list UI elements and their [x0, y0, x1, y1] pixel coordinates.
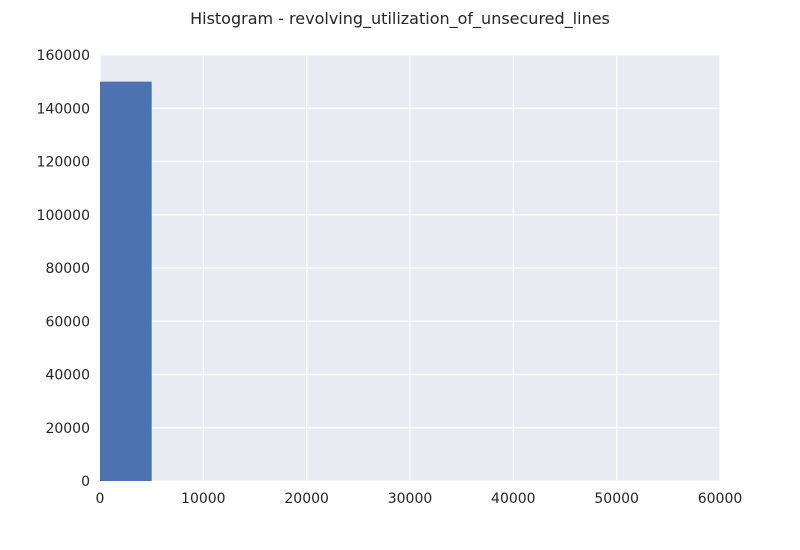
x-tick-label-2: 20000 [284, 491, 329, 507]
y-tick-label-3: 60000 [45, 314, 90, 330]
x-tick-label-0: 0 [96, 491, 105, 507]
y-tick-label-2: 40000 [45, 368, 90, 384]
y-tick-label-7: 140000 [37, 101, 90, 117]
y-tick-label-8: 160000 [37, 48, 90, 64]
histogram-bars [100, 81, 152, 481]
y-axis-ticks: 0 20000 40000 60000 80000 100000 120000 140000 1… [37, 48, 90, 490]
y-tick-label-4: 80000 [45, 261, 90, 277]
chart-title: Histogram - revolving_utilization_of_uns… [190, 9, 610, 29]
x-tick-label-5: 50000 [594, 491, 639, 507]
histogram-bar-0 [100, 81, 152, 481]
y-tick-label-5: 100000 [37, 208, 90, 224]
x-axis-ticks: 0 10000 20000 30000 40000 50000 60000 [96, 491, 743, 507]
grid-lines [99, 54, 721, 482]
x-tick-label-1: 10000 [181, 491, 226, 507]
x-tick-label-4: 40000 [491, 491, 536, 507]
x-tick-label-3: 30000 [388, 491, 433, 507]
y-tick-label-6: 120000 [37, 155, 90, 171]
x-tick-label-6: 60000 [698, 491, 743, 507]
y-tick-label-0: 0 [81, 474, 90, 490]
y-tick-label-1: 20000 [45, 421, 90, 437]
